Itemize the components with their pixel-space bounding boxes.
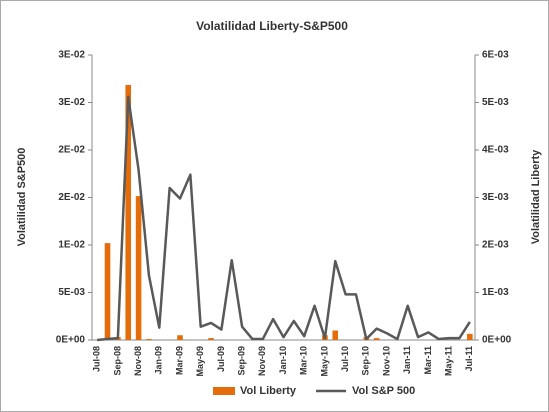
y-tick-label: 0E+00 (56, 335, 86, 346)
y-tick-label: 5E-03 (58, 287, 85, 298)
x-tick-label: Jul-10 (340, 346, 350, 372)
y-tick-label: 2E-02 (58, 192, 85, 203)
x-tick-label: Jan-09 (154, 346, 164, 375)
x-tick-label: Jan-10 (278, 346, 288, 375)
y2-axis-label: Volatilidad Liberty (530, 149, 542, 244)
y-axis-label: Volatilidad S&P500 (16, 148, 28, 247)
y2-tick-label: 4E-03 (482, 145, 509, 156)
y2-tick-label: 3E-03 (482, 192, 509, 203)
chart-title: Volatilidad Liberty-S&P500 (196, 19, 348, 33)
legend-label: Vol Liberty (240, 385, 297, 397)
y-tick-label: 3E-02 (58, 50, 85, 61)
x-tick-label: May-09 (195, 346, 205, 377)
y-tick-label: 3E-02 (58, 97, 85, 108)
bar (125, 84, 132, 340)
x-tick-label: Nov-10 (381, 346, 391, 376)
y2-tick-label: 0E+00 (482, 335, 512, 346)
bar (104, 243, 111, 340)
x-tick-label: Mar-10 (299, 346, 309, 375)
x-tick-label: May-10 (319, 346, 329, 377)
line (97, 95, 471, 342)
x-tick-label: Nov-08 (133, 346, 143, 376)
x-tick-label: Jul-09 (216, 346, 226, 372)
y-tick-label: 2E-02 (58, 145, 85, 156)
x-tick-label: Jul-08 (92, 346, 102, 372)
bar (467, 333, 473, 340)
legend-swatch (213, 387, 235, 395)
x-tick-label: Jul-11 (464, 346, 474, 372)
y2-tick-label: 6E-03 (482, 50, 509, 61)
x-tick-label: Sep-09 (236, 346, 246, 376)
x-tick-label: Sep-08 (112, 346, 122, 376)
y-tick-label: 1E-02 (58, 240, 85, 251)
bar (373, 338, 380, 340)
y2-tick-label: 5E-03 (482, 97, 509, 108)
x-tick-label: Mar-11 (423, 346, 433, 375)
x-tick-label: May-11 (443, 346, 453, 376)
x-tick-label: Nov-09 (257, 346, 267, 376)
legend-label: Vol S&P 500 (352, 385, 415, 397)
y2-tick-label: 2E-03 (482, 240, 509, 251)
bar (146, 339, 152, 340)
x-tick-label: Sep-10 (361, 346, 371, 376)
bar (332, 330, 339, 340)
bar (177, 335, 183, 340)
bar (208, 338, 214, 340)
x-tick-label: Jan-11 (402, 346, 412, 374)
y2-tick-label: 1E-03 (482, 287, 509, 298)
x-tick-label: Mar-09 (174, 346, 184, 375)
bar (135, 196, 142, 340)
